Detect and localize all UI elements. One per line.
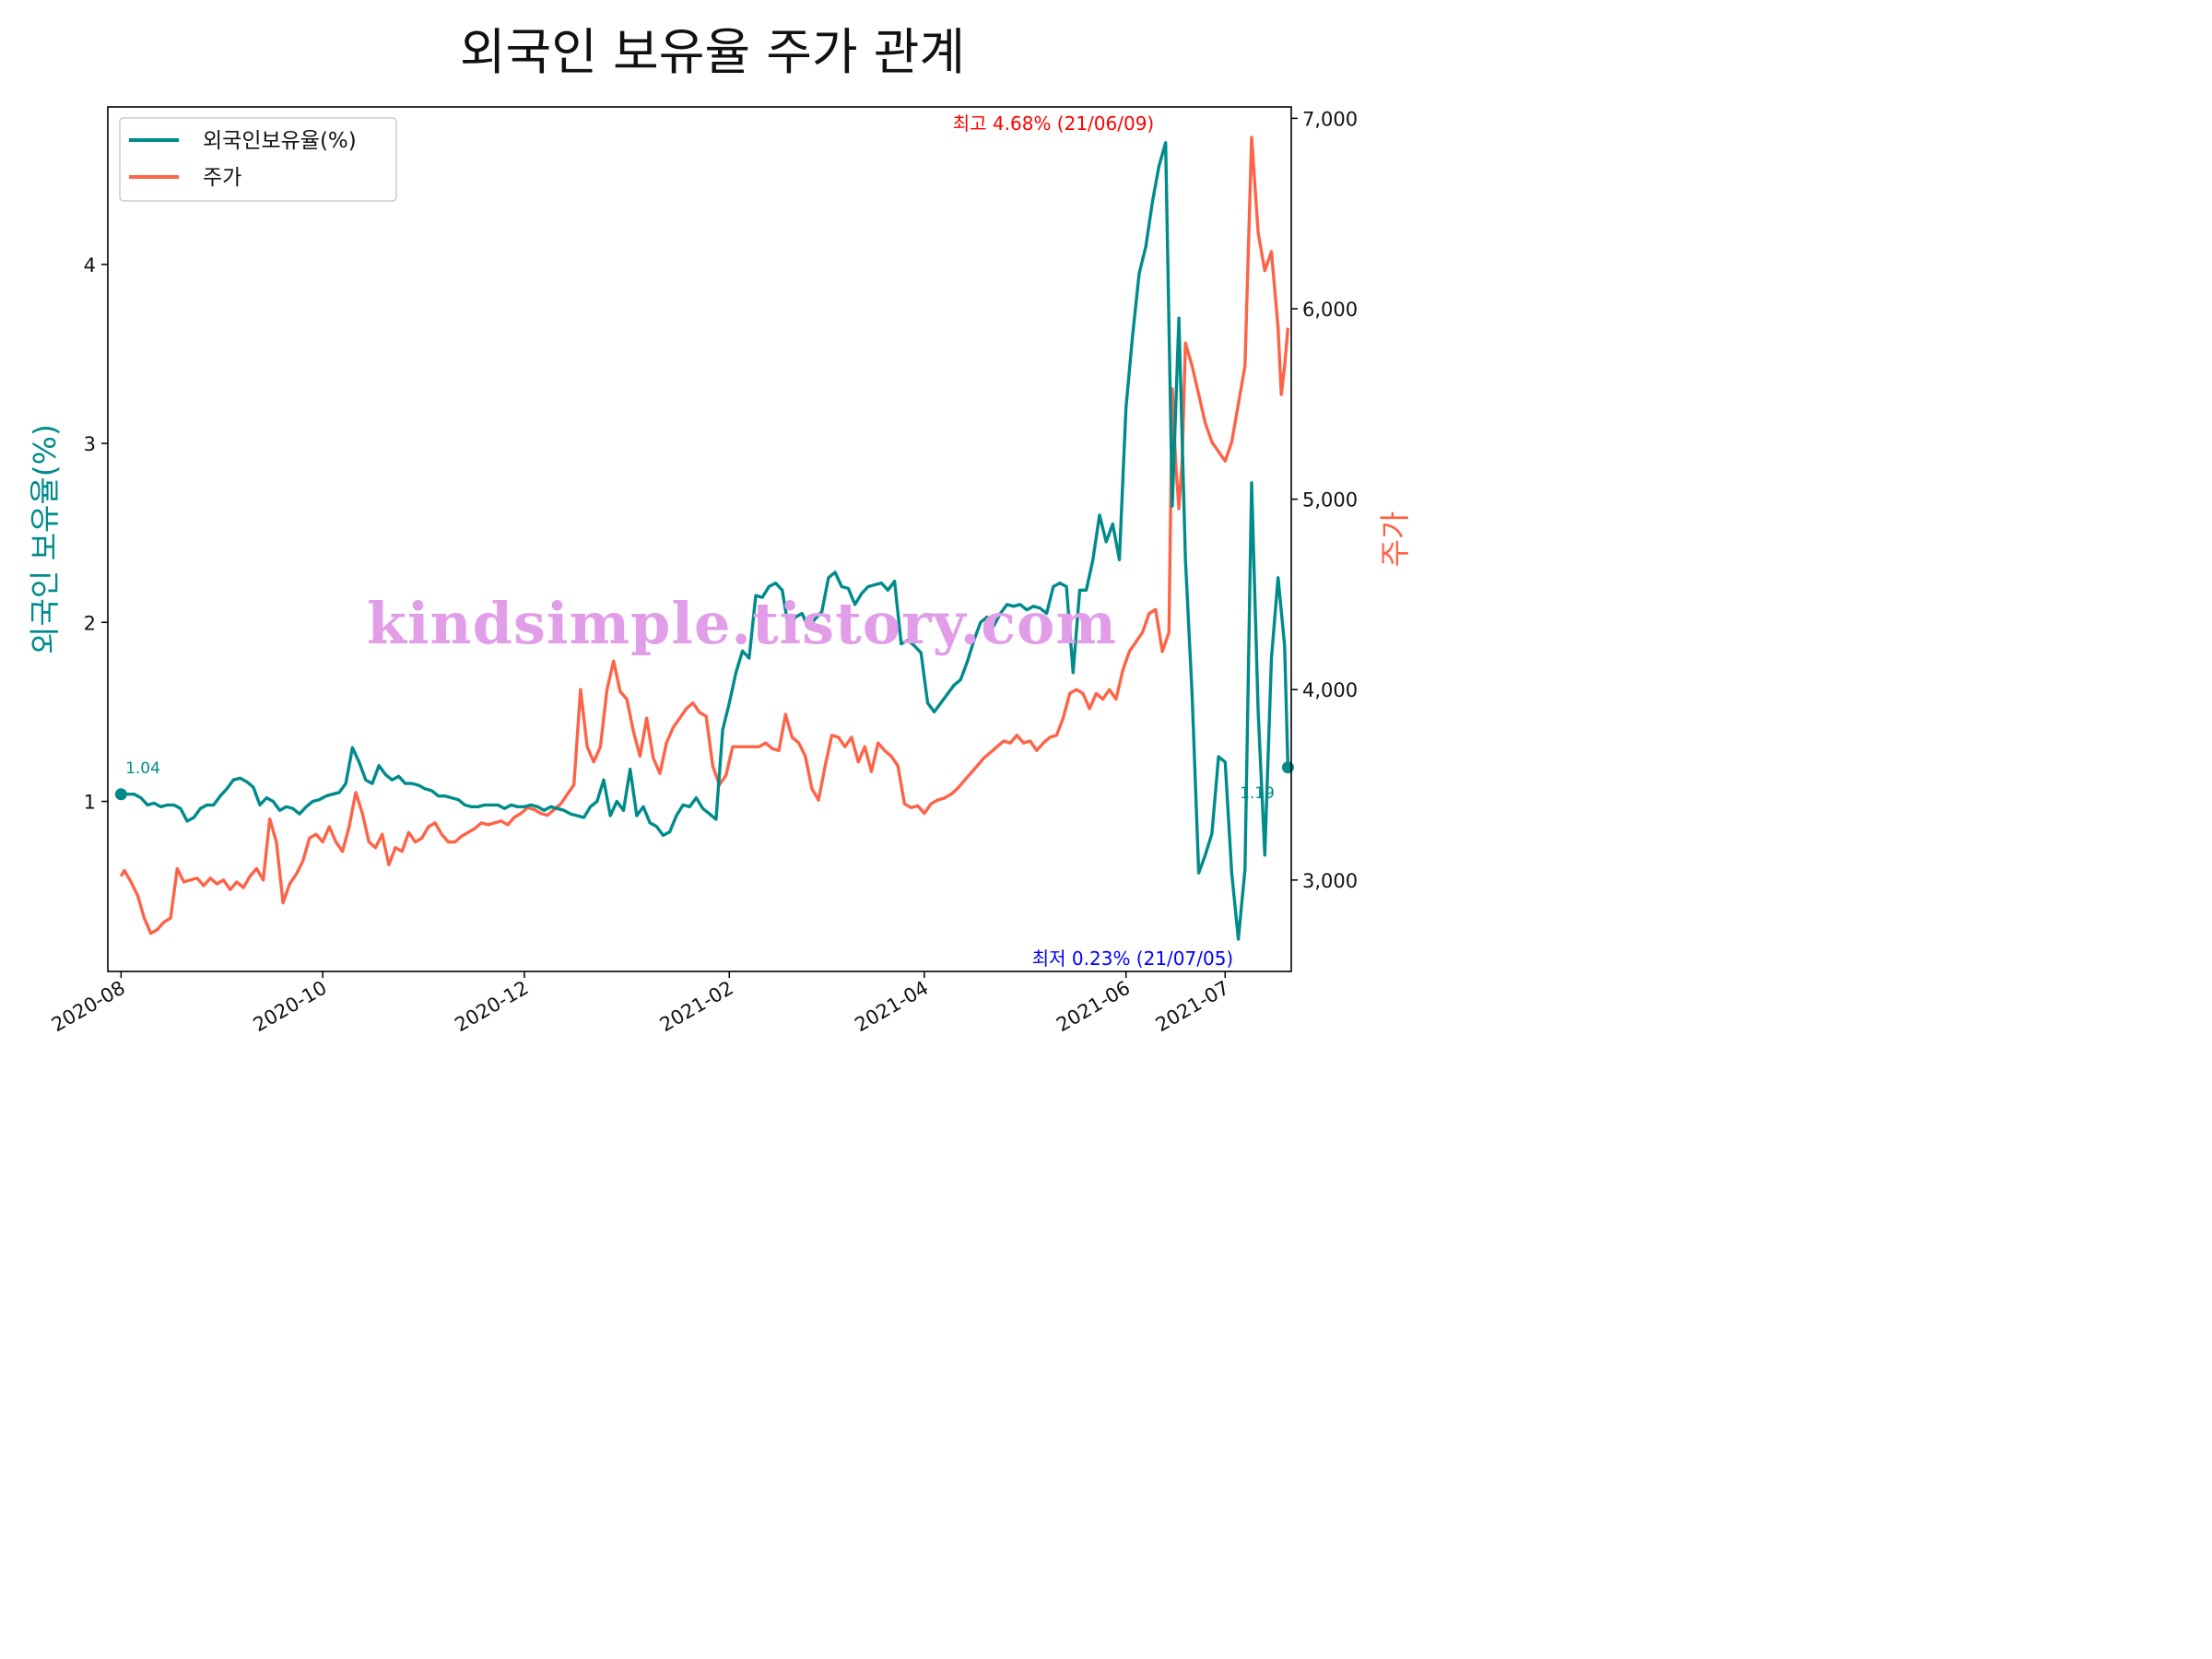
legend: 외국인보유율(%) 주가 [119,117,397,202]
x-tick-label: 2020-12 [451,977,532,1037]
marks-layer [114,761,1294,801]
y-axis-right-title: 주가 [1377,512,1413,568]
watermark: kindsimple.tistory.com [367,590,1117,657]
x-tick-label: 2021-02 [656,977,737,1037]
end-marker [1281,761,1294,774]
legend-label-price: 주가 [203,166,241,190]
y-right-tick-label: 6,000 [1302,299,1358,321]
y-left-tick-label: 3 [84,433,96,455]
start-marker [114,788,127,801]
x-tick-label: 2021-07 [1152,977,1233,1037]
legend-label-foreign: 외국인보유율(%) [203,129,357,153]
y-right-tick-label: 4,000 [1302,679,1358,701]
x-axis: 2020-08 2020-10 2020-12 2021-02 2021-04 2021-… [48,971,1233,1036]
start-value-label: 1.04 [125,759,160,778]
x-tick-label: 2020-10 [250,977,331,1037]
y-axis-left-title: 외국인 보유율(%) [27,424,63,654]
y-axis-right: 3,000 4,000 5,000 6,000 7,000 [1291,108,1358,892]
y-axis-left: 1 2 3 4 [84,254,108,814]
series-line-0 [121,141,1290,941]
end-value-label: 1.19 [1240,784,1275,803]
y-right-tick-label: 3,000 [1302,870,1358,892]
chart-title: 외국인 보유율 주가 관계 [459,23,966,81]
watermark-layer: kindsimple.tistory.com [367,590,1117,657]
y-left-tick-label: 1 [84,792,96,814]
y-right-tick-label: 5,000 [1302,489,1358,512]
x-tick-label: 2021-06 [1053,977,1134,1037]
y-left-tick-label: 4 [84,254,96,276]
x-tick-label: 2020-08 [48,977,129,1037]
dual-axis-line-chart: kindsimple.tistory.com 2020-08 2020-10 202… [27,106,1413,1036]
max-annotation: 최고 4.68% (21/06/09) [953,112,1154,135]
legend-box [119,117,397,202]
min-annotation: 최저 0.23% (21/07/05) [1032,947,1233,970]
series-layer [119,135,1290,941]
plot-frame [107,106,1292,972]
series-line-1 [119,135,1290,935]
x-tick-label: 2021-04 [851,977,932,1037]
y-right-tick-label: 7,000 [1302,108,1358,130]
y-left-tick-label: 2 [84,612,96,634]
